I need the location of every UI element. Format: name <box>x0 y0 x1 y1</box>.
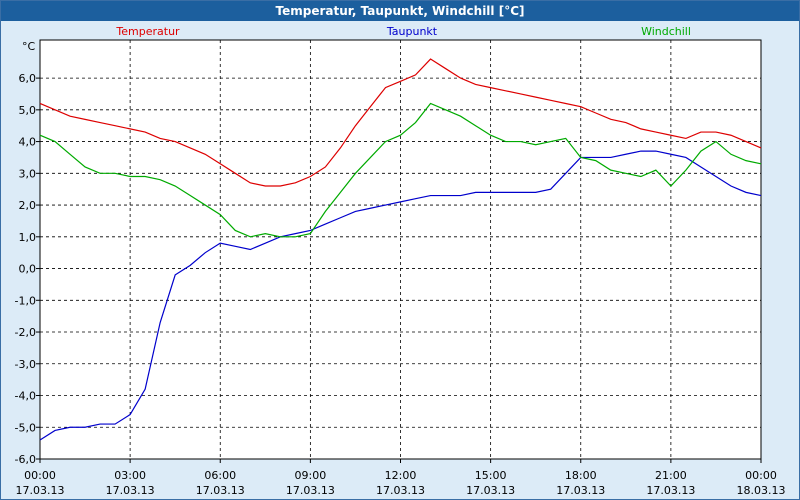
x-tick-time-label: 00:00 <box>24 469 56 482</box>
chart-title: Temperatur, Taupunkt, Windchill [°C] <box>1 1 799 21</box>
y-axis-ticks: -6,0 -5,0 -4,0 -3,0 -2,0 -1,0 0,0 1,0 2,0 3,0 4,0 5… <box>15 72 40 466</box>
x-tick-time-label: 06:00 <box>204 469 236 482</box>
y-tick-label: 0,0 <box>19 263 37 276</box>
y-tick-label: -5,0 <box>15 421 36 434</box>
x-tick-date-label: 17.03.13 <box>556 484 605 497</box>
x-tick-date-label: 17.03.13 <box>106 484 155 497</box>
y-tick-label: 3,0 <box>19 167 37 180</box>
x-tick-time-label: 18:00 <box>565 469 597 482</box>
x-tick-time-label: 15:00 <box>475 469 507 482</box>
x-tick-date-label: 17.03.13 <box>376 484 425 497</box>
x-tick-time-label: 21:00 <box>655 469 687 482</box>
y-tick-label: -1,0 <box>15 294 36 307</box>
x-tick-date-label: 17.03.13 <box>16 484 65 497</box>
x-tick-date-label: 18.03.13 <box>737 484 786 497</box>
y-tick-label: 2,0 <box>19 199 37 212</box>
legend-item-windchill: Windchill <box>641 25 691 38</box>
series-line-windchill <box>39 102 762 238</box>
series-lines <box>39 58 762 441</box>
x-tick-date-label: 17.03.13 <box>196 484 245 497</box>
x-tick-time-label: 00:00 <box>745 469 777 482</box>
series-line-taupunkt <box>39 150 762 441</box>
legend-item-taupunkt: Taupunkt <box>386 25 438 38</box>
x-tick-date-label: 17.03.13 <box>466 484 515 497</box>
y-tick-label: 1,0 <box>19 231 37 244</box>
legend-item-temperatur: Temperatur <box>115 25 180 38</box>
x-tick-time-label: 03:00 <box>114 469 146 482</box>
x-axis-ticks: 00:00 17.03.13 03:00 17.03.13 06:00 17.03.13 0… <box>16 459 786 497</box>
y-tick-label: -2,0 <box>15 326 36 339</box>
x-tick-date-label: 17.03.13 <box>646 484 695 497</box>
y-tick-label: 5,0 <box>19 104 37 117</box>
x-tick-time-label: 12:00 <box>385 469 417 482</box>
legend: Temperatur Taupunkt Windchill <box>115 25 691 38</box>
y-tick-label: -6,0 <box>15 453 36 466</box>
series-line-temperatur <box>39 58 762 187</box>
y-tick-label: 4,0 <box>19 136 37 149</box>
x-tick-date-label: 17.03.13 <box>286 484 335 497</box>
y-axis-unit-label: °C <box>22 40 36 53</box>
y-tick-label: -3,0 <box>15 358 36 371</box>
x-tick-time-label: 09:00 <box>295 469 327 482</box>
y-tick-label: 6,0 <box>19 72 37 85</box>
y-tick-label: -4,0 <box>15 390 36 403</box>
